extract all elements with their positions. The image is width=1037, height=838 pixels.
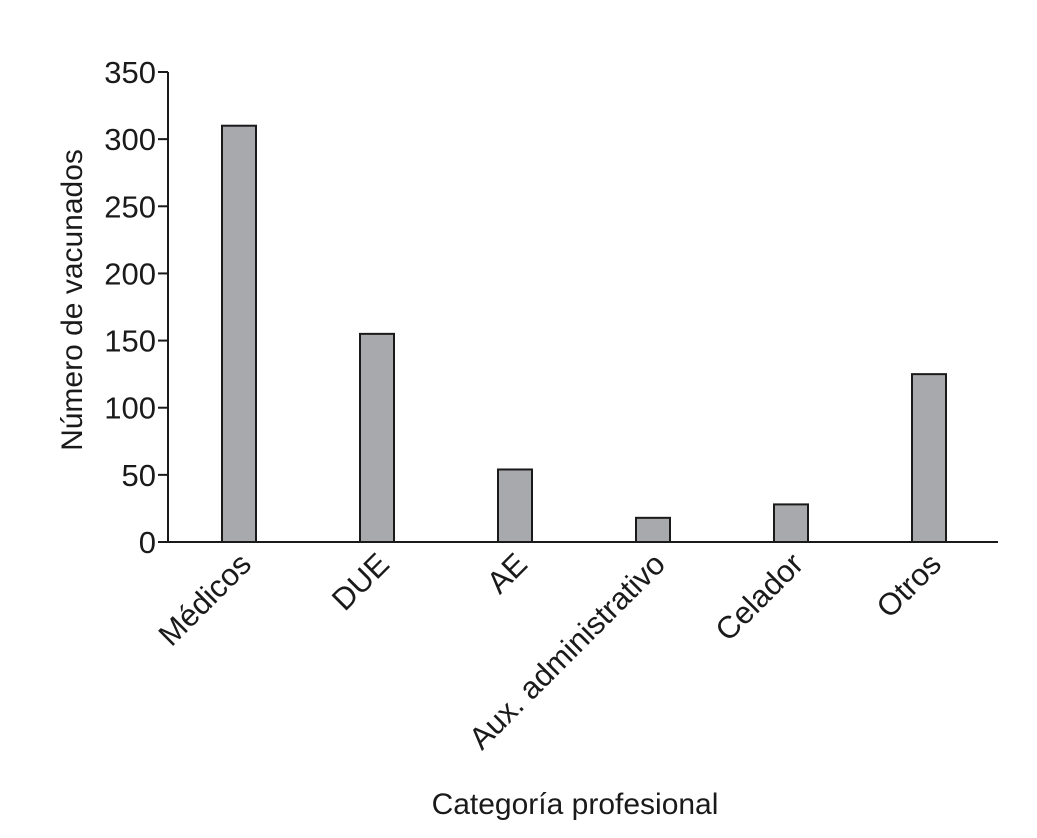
x-tick-label: AE xyxy=(480,546,534,600)
bar xyxy=(497,468,533,543)
y-tick-label: 250 xyxy=(104,189,156,224)
y-tick-label: 0 xyxy=(139,525,156,560)
bar xyxy=(911,373,947,543)
y-tick-label: 350 xyxy=(104,55,156,90)
y-tick-label: 150 xyxy=(104,324,156,359)
x-tick-label: Otros xyxy=(870,546,948,624)
x-tick-label: DUE xyxy=(325,546,396,617)
bars-layer xyxy=(221,124,947,543)
bar xyxy=(221,124,257,543)
bar xyxy=(773,503,809,543)
axes-layer xyxy=(167,72,998,543)
x-tick-label: Celador xyxy=(708,546,810,648)
y-tick-label: 50 xyxy=(122,458,156,493)
x-tick-label: Médicos xyxy=(152,546,258,652)
y-ticks-layer: 0 50 100 150 200 250 300 350 xyxy=(104,55,168,560)
bar xyxy=(635,516,671,543)
y-axis-title: Número de vacunados xyxy=(56,149,89,451)
y-tick-label: 300 xyxy=(104,122,156,157)
y-tick-label: 100 xyxy=(104,391,156,426)
y-tick-label: 200 xyxy=(104,256,156,291)
bar xyxy=(359,332,395,543)
x-axis-title: Categoría profesional xyxy=(432,788,719,821)
